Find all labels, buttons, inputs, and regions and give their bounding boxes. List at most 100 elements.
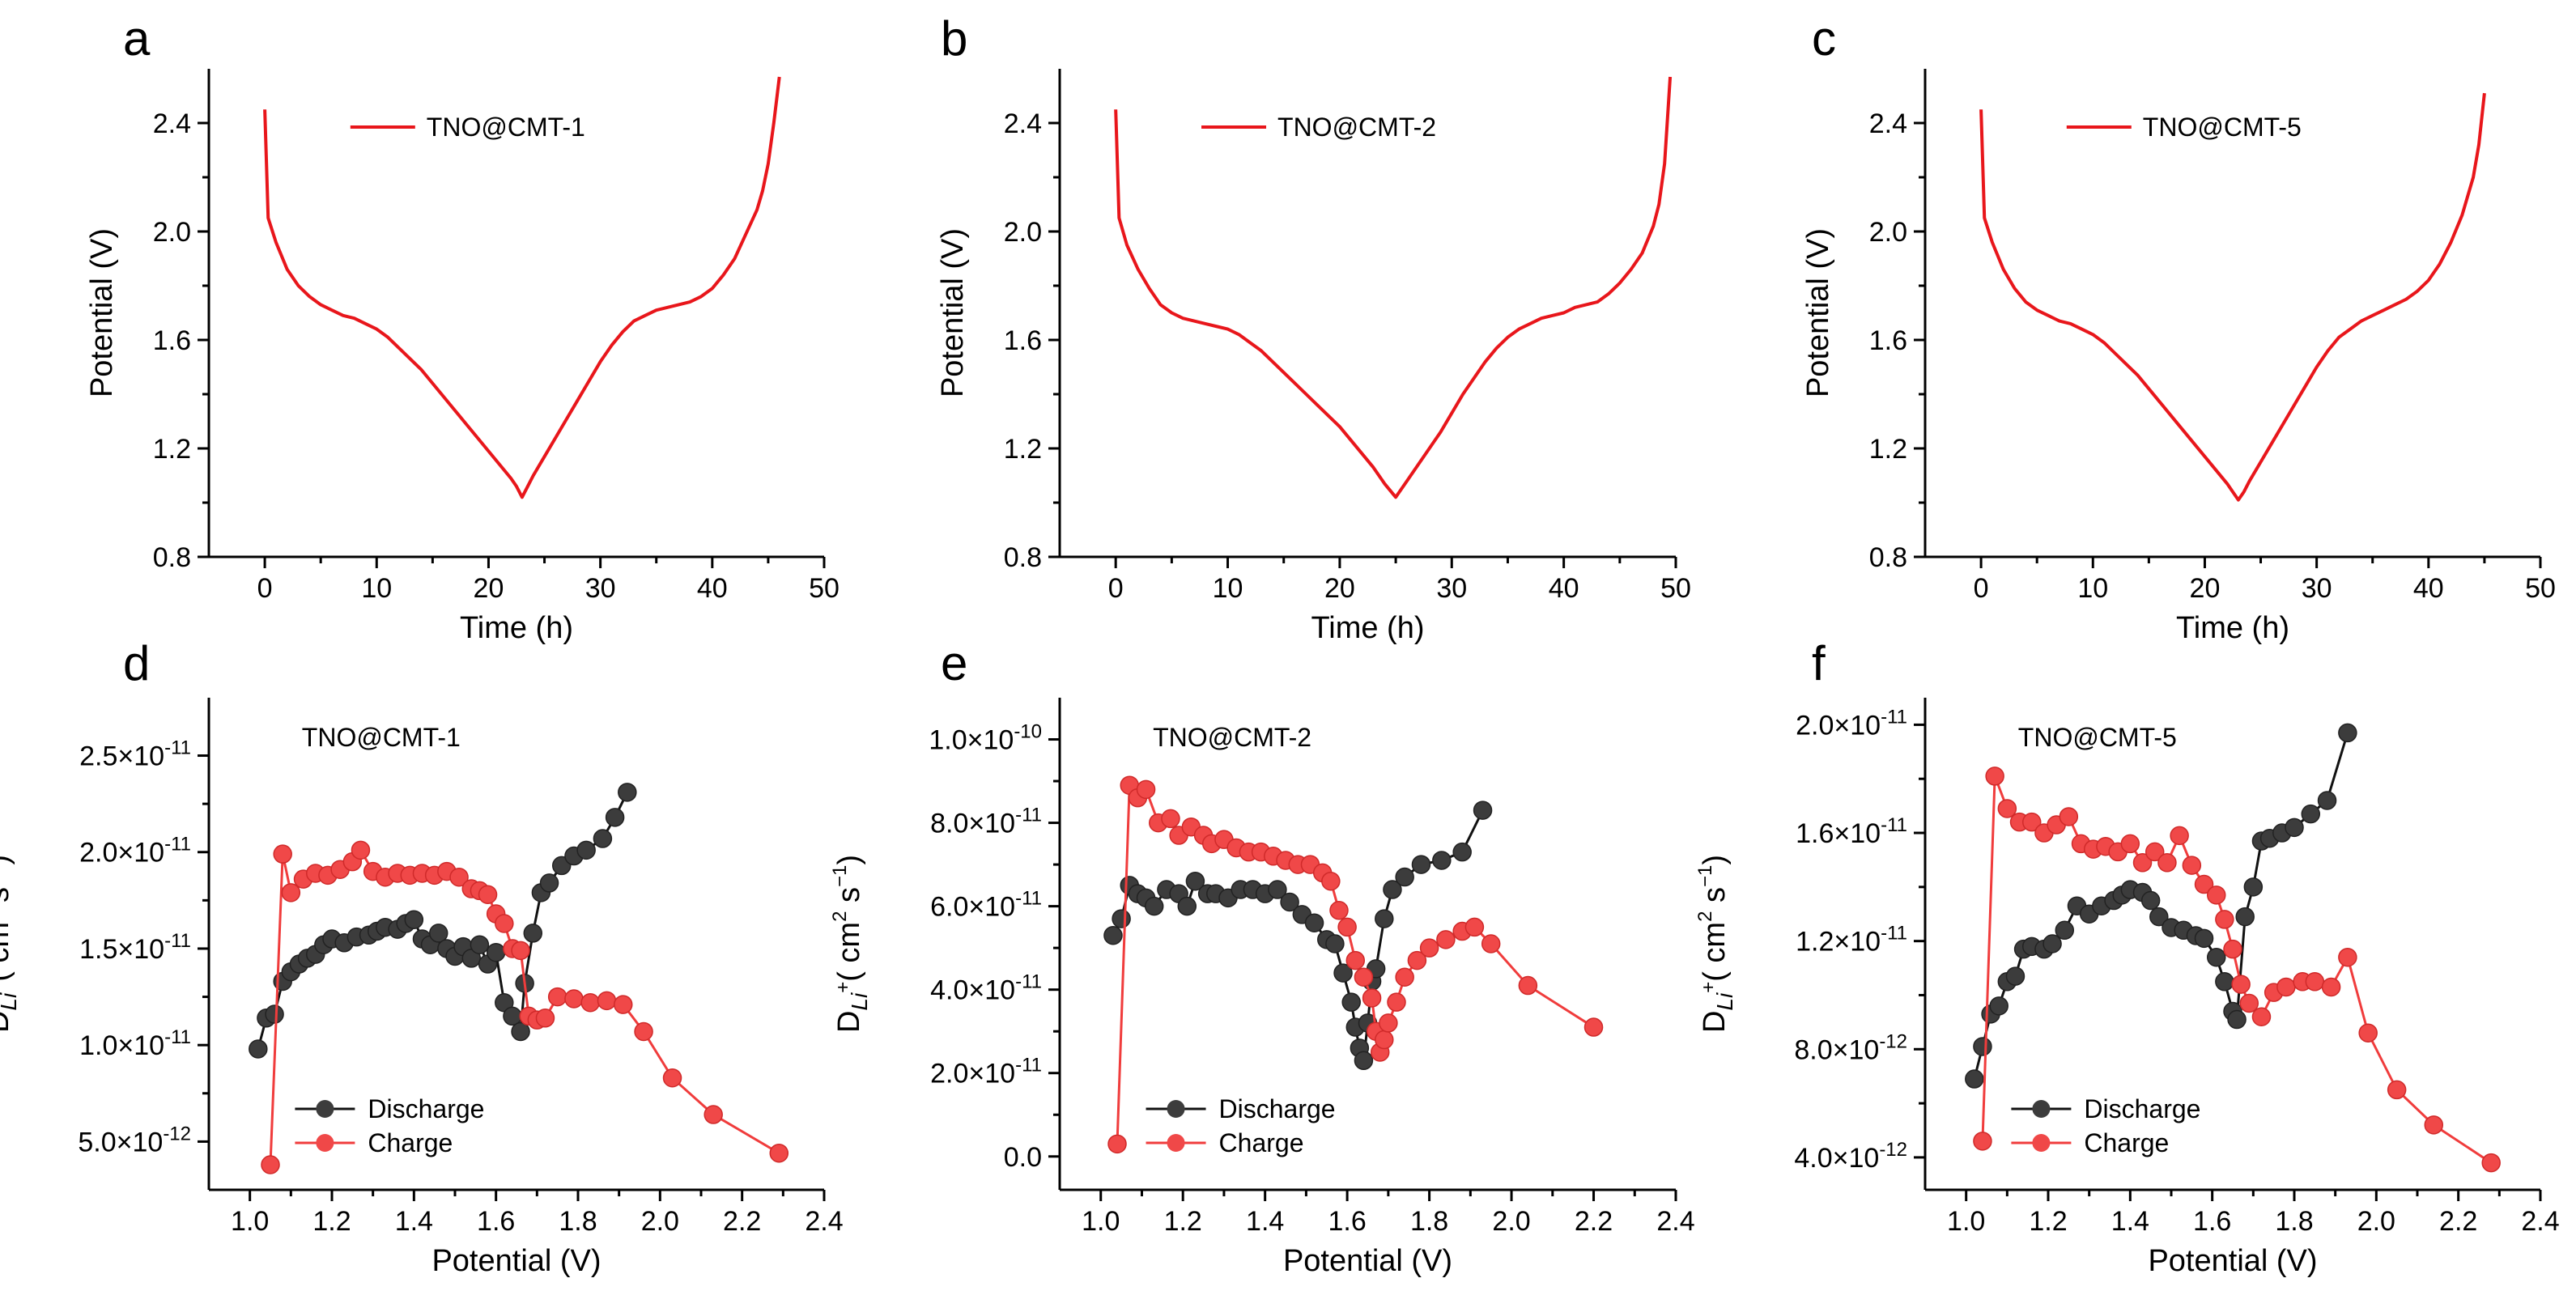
x-tick-label: 1.0 [1082,1206,1120,1237]
y-tick-label: 8.0×10-11 [930,805,1042,839]
y-axis-label-part: −1 [829,865,851,887]
x-tick-label: 1.2 [312,1206,351,1237]
x-tick-label: 1.2 [2029,1206,2067,1237]
y-axis-label: DLi+( cm2 s−1) [0,855,21,1033]
y-tick-label: 6.0×10-11 [930,888,1042,923]
data-point-charge [1985,767,2004,786]
data-point-charge [2358,1023,2378,1043]
panel-e: e1.0 1.2 1.4 1.6 1.8 2.0 2.2 2.40.02.0×10-114.0… [829,636,1695,1278]
x-tick-label: 1.2 [1164,1206,1202,1237]
x-tick-label: 30 [2302,573,2332,604]
x-tick-label: 1.6 [477,1206,515,1237]
y-axis-label-part: + [0,982,3,993]
x-tick-label: 1.8 [2275,1206,2313,1237]
data-point-discharge [2235,907,2255,927]
data-point-discharge [428,924,448,943]
panel-letter-d: d [123,636,150,690]
x-tick-label: 20 [474,573,504,604]
y-tick-label: 2.4 [1869,108,1907,139]
data-point-discharge [605,808,625,827]
x-tick-label: 40 [697,573,728,604]
y-tick-mantissa: 6.0×10 [930,892,1015,923]
y-tick-label: 2.4 [1004,108,1042,139]
data-point-charge [1518,975,1538,996]
x-tick-label: 40 [1549,573,1579,604]
panel-letter-b: b [941,11,967,66]
y-tick-mantissa: 5.0×10 [78,1127,163,1157]
data-point-discharge [1473,801,1493,820]
y-tick-label: 2.0×10-11 [1796,706,1907,741]
panel-letter-a: a [123,11,151,66]
data-point-charge [2157,853,2177,873]
series-line-Discharge [257,792,629,1050]
x-tick-label: 20 [1324,573,1355,604]
x-tick-label: 10 [1213,573,1243,604]
series-line-TNO@CMT-2 [1114,76,1673,499]
x-tick-label: 1.0 [231,1206,269,1237]
legend-label-discharge: Discharge [2084,1094,2200,1123]
data-point-discharge [593,829,613,848]
data-point-discharge [1103,925,1123,945]
data-point-discharge [2285,817,2304,838]
panel-f: f1.0 1.2 1.4 1.6 1.8 2.0 2.2 2.44.0×10-128.0×10… [1694,636,2560,1278]
panel-a: a 0 10 20 30 40 50 0.8 1.2 1.6 2.0 2.4 Time (h) Poten… [85,11,840,645]
y-tick-label: 1.2×10-11 [1796,923,1907,958]
y-tick-label: 4.0×10-12 [1794,1139,1907,1174]
data-point-charge [2251,1007,2272,1026]
data-point-charge [281,883,301,902]
data-point-charge [597,991,617,1011]
data-point-discharge [2140,890,2161,911]
data-point-charge [2145,842,2165,862]
y-axis-label-part: D [832,1011,866,1033]
y-axis-label-part: ( cm [832,922,866,982]
x-axis-label: Potential (V) [1283,1244,1452,1278]
x-axis-label: Potential (V) [2148,1244,2317,1278]
data-point-charge [1375,1030,1394,1050]
y-axis-label-part: D [1698,1011,1732,1033]
data-point-discharge [2338,723,2357,743]
x-tick-label: 2.4 [805,1206,843,1237]
y-tick-label: 2.4 [153,108,191,139]
y-axis-label-part: s [832,887,866,911]
data-point-discharge [1375,909,1394,928]
panel-c: c 0 10 20 30 40 50 0.8 1.2 1.6 2.0 2.4 Time (h) Poten… [1801,11,2556,645]
data-point-discharge [1112,909,1131,928]
data-point-charge [613,995,633,1014]
y-tick-label: 1.0×10-10 [929,721,1042,756]
panel-letter-c: c [1812,11,1836,66]
y-tick-label: 1.6 [1004,325,1042,356]
legend-marker-charge [316,1134,334,1152]
y-tick-label: 1.2 [1869,434,1907,465]
legend-marker-discharge [2032,1100,2051,1118]
data-point-discharge [1177,896,1197,916]
y-tick-exponent: -12 [1879,1139,1907,1161]
data-point-discharge [576,840,596,860]
y-tick-label: 1.6 [1869,325,1907,356]
data-point-charge [478,885,498,904]
data-point-discharge [2194,928,2214,949]
data-point-discharge [1268,880,1287,899]
data-point-charge [1337,917,1357,937]
x-tick-label: 2.0 [2357,1206,2395,1237]
x-tick-label: 50 [809,573,840,604]
data-point-charge [1407,950,1427,970]
y-tick-exponent: -11 [164,834,191,856]
x-tick-label: 1.4 [395,1206,433,1237]
data-point-charge [2170,826,2189,846]
x-tick-label: 10 [361,573,392,604]
data-point-charge [2276,977,2296,997]
data-point-discharge [1341,992,1361,1012]
data-point-discharge [2301,804,2321,824]
data-point-charge [535,1009,555,1028]
data-point-discharge [265,1004,284,1024]
y-tick-label: 1.2 [1004,434,1042,465]
y-axis-label-part: + [832,982,854,993]
data-point-charge [1329,901,1349,920]
data-point-charge [1387,992,1406,1012]
data-point-charge [1481,934,1501,953]
series-line-Charge [1981,775,2493,1164]
data-point-charge [1583,1017,1604,1037]
y-tick-exponent: -11 [1881,923,1907,945]
y-axis-label-part: 2 [1694,911,1716,922]
y-tick-mantissa: 4.0×10 [930,975,1015,1006]
